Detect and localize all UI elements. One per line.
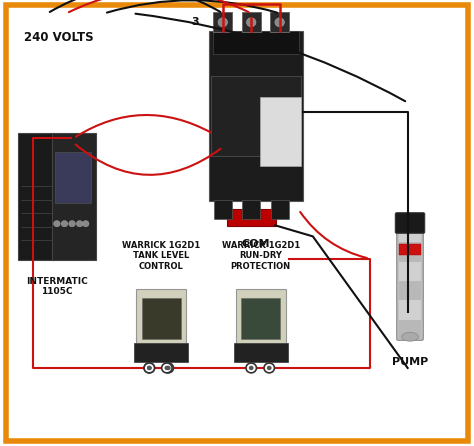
Circle shape bbox=[76, 221, 83, 227]
Circle shape bbox=[264, 363, 274, 373]
Circle shape bbox=[144, 363, 155, 373]
Circle shape bbox=[147, 366, 152, 370]
FancyBboxPatch shape bbox=[242, 200, 260, 219]
Bar bbox=[399, 242, 421, 262]
Circle shape bbox=[82, 221, 89, 227]
Bar bbox=[399, 262, 421, 281]
FancyBboxPatch shape bbox=[55, 152, 91, 203]
Circle shape bbox=[249, 366, 254, 370]
FancyBboxPatch shape bbox=[397, 222, 423, 340]
Bar bbox=[399, 223, 421, 242]
Circle shape bbox=[163, 363, 173, 373]
FancyBboxPatch shape bbox=[142, 298, 181, 339]
FancyBboxPatch shape bbox=[395, 213, 425, 233]
Text: INTERMATIC
1105C: INTERMATIC 1105C bbox=[26, 277, 88, 296]
FancyBboxPatch shape bbox=[234, 343, 288, 362]
FancyBboxPatch shape bbox=[227, 209, 276, 226]
FancyBboxPatch shape bbox=[136, 289, 186, 349]
FancyBboxPatch shape bbox=[134, 343, 188, 362]
Bar bbox=[399, 244, 421, 256]
Text: WARRICK 1G2D1
TANK LEVEL
CONTROL: WARRICK 1G2D1 TANK LEVEL CONTROL bbox=[122, 241, 201, 271]
Circle shape bbox=[54, 221, 60, 227]
FancyBboxPatch shape bbox=[242, 12, 261, 32]
FancyBboxPatch shape bbox=[214, 200, 232, 219]
Circle shape bbox=[246, 363, 256, 373]
Bar bbox=[399, 320, 421, 339]
Text: 3: 3 bbox=[191, 17, 199, 27]
Text: PUMP: PUMP bbox=[392, 357, 428, 367]
Ellipse shape bbox=[401, 332, 418, 341]
Circle shape bbox=[166, 366, 171, 370]
Circle shape bbox=[218, 18, 228, 27]
FancyBboxPatch shape bbox=[213, 12, 232, 32]
Circle shape bbox=[61, 221, 68, 227]
Text: COM: COM bbox=[242, 239, 270, 248]
Circle shape bbox=[162, 363, 172, 373]
FancyBboxPatch shape bbox=[52, 133, 96, 260]
FancyBboxPatch shape bbox=[213, 31, 299, 54]
FancyBboxPatch shape bbox=[236, 289, 286, 349]
Circle shape bbox=[275, 18, 284, 27]
FancyBboxPatch shape bbox=[209, 31, 303, 201]
Circle shape bbox=[164, 366, 169, 370]
FancyBboxPatch shape bbox=[260, 97, 301, 166]
Bar bbox=[399, 300, 421, 320]
FancyBboxPatch shape bbox=[271, 200, 289, 219]
FancyBboxPatch shape bbox=[18, 133, 54, 260]
Circle shape bbox=[267, 366, 272, 370]
Text: WARRICK 1G2D1
RUN-DRY
PROTECTION: WARRICK 1G2D1 RUN-DRY PROTECTION bbox=[221, 241, 300, 271]
Bar bbox=[399, 281, 421, 300]
Circle shape bbox=[144, 363, 155, 373]
FancyBboxPatch shape bbox=[241, 298, 280, 339]
Circle shape bbox=[246, 18, 256, 27]
Text: 240 VOLTS: 240 VOLTS bbox=[24, 31, 93, 44]
FancyBboxPatch shape bbox=[270, 12, 289, 32]
FancyBboxPatch shape bbox=[211, 76, 301, 156]
Circle shape bbox=[147, 366, 152, 370]
Circle shape bbox=[69, 221, 75, 227]
